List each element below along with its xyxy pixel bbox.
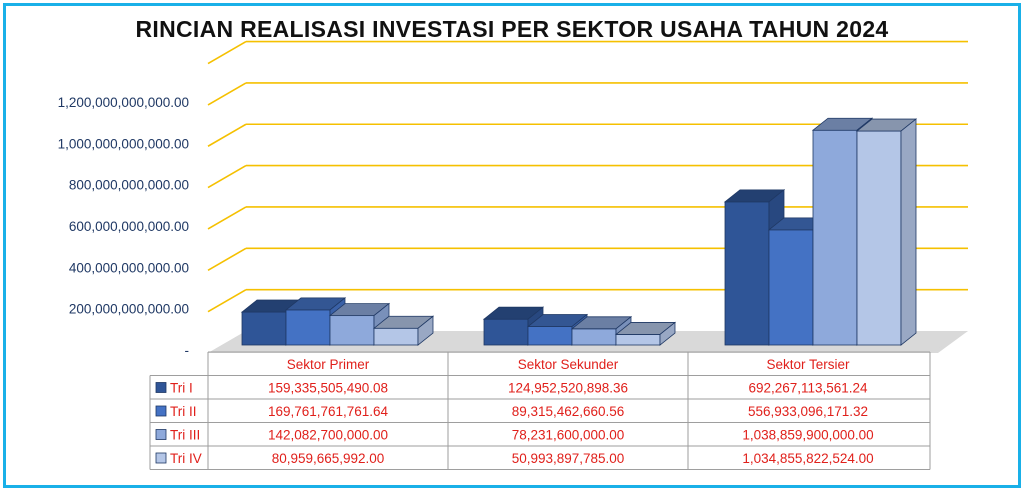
gridline-slant [207, 288, 247, 313]
data-label: 159,335,505,490.08 [268, 381, 388, 396]
gridline-slant [207, 40, 247, 65]
bar-front [483, 318, 529, 346]
bar-front [527, 326, 573, 346]
data-label: 50,993,897,785.00 [512, 451, 625, 466]
bar-front [241, 311, 287, 346]
data-label: 124,952,520,898.36 [508, 381, 628, 396]
y-tick-label: 200,000,000,000.00 [69, 302, 189, 317]
bar-side [900, 118, 917, 346]
legend-label: Tri III [170, 428, 200, 443]
data-label: 1,034,855,822,524.00 [742, 451, 873, 466]
bar-front [615, 334, 661, 346]
data-label: 556,933,096,171.32 [748, 404, 868, 419]
y-tick-label: 400,000,000,000.00 [69, 260, 189, 275]
data-label: 692,267,113,561.24 [748, 381, 868, 396]
y-tick-label: 1,000,000,000,000.00 [58, 136, 189, 151]
bar-front [329, 315, 375, 346]
legend-swatch [155, 405, 167, 417]
gridline-slant [207, 206, 247, 230]
category-label: Sektor Primer [287, 357, 370, 372]
data-label: 1,038,859,900,000.00 [742, 428, 873, 443]
gridline-slant [207, 164, 247, 189]
y-tick-label: 800,000,000,000.00 [69, 178, 189, 193]
data-label: 78,231,600,000.00 [512, 428, 625, 443]
gridline-slant [207, 247, 247, 271]
gridline-slant [207, 123, 247, 147]
bar-front [571, 328, 617, 346]
gridline-slant [207, 82, 247, 106]
category-label: Sektor Sekunder [518, 357, 619, 372]
bar-side [417, 315, 434, 346]
data-label: 80,959,665,992.00 [272, 451, 385, 466]
y-tick-label: 600,000,000,000.00 [69, 219, 189, 234]
bar-front [768, 229, 814, 346]
legend-label: Tri IV [170, 451, 202, 466]
legend-label: Tri I [170, 381, 193, 396]
data-label: 142,082,700,000.00 [268, 428, 388, 443]
bar-side [659, 321, 676, 346]
bar-front [812, 129, 858, 346]
y-tick-label: 1,200,000,000,000.00 [58, 95, 189, 110]
data-label: 169,761,761,761.64 [268, 404, 389, 419]
chart-title: RINCIAN REALISASI INVESTASI PER SEKTOR U… [135, 16, 889, 42]
legend-label: Tri II [170, 404, 197, 419]
legend-swatch [155, 452, 167, 464]
bar-front [285, 309, 331, 346]
bar-front [724, 201, 770, 346]
legend-swatch [155, 429, 167, 440]
category-label: Sektor Tersier [766, 357, 850, 372]
data-label: 89,315,462,660.56 [512, 404, 625, 419]
y-tick-label: - [185, 343, 190, 358]
legend-swatch [155, 382, 167, 393]
bar-front [856, 130, 902, 346]
bar-front [373, 327, 419, 346]
